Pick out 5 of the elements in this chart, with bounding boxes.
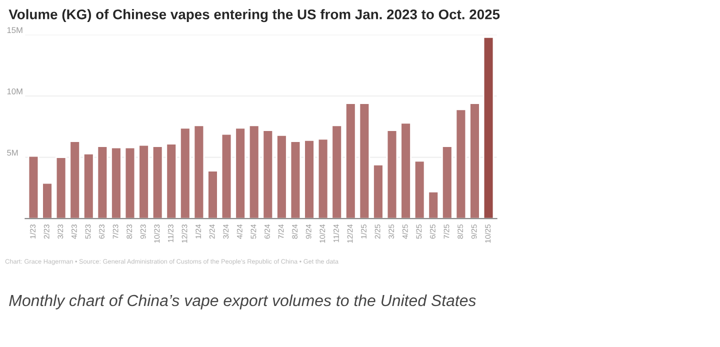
y-tick-label: 15M bbox=[7, 27, 22, 34]
y-tick-label: 5M bbox=[7, 150, 18, 156]
chart-title: Volume (KG) of Chinese vapes entering the US from Jan. 2023 to Oct. 2025 bbox=[8, 9, 500, 22]
y-tick-label: 10M bbox=[7, 88, 22, 94]
text: Monthly chart of China’s vape export volumes to the United States bbox=[9, 294, 476, 310]
